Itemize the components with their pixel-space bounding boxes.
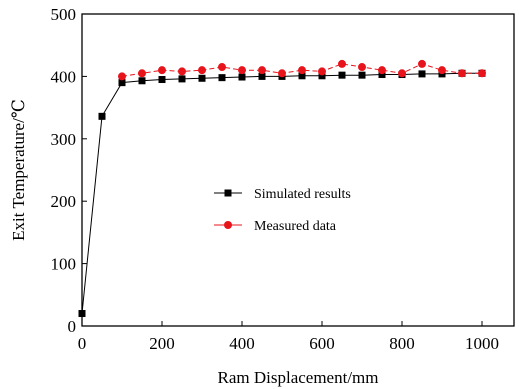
y-tick-label: 200 (51, 192, 77, 211)
simulated-point (318, 72, 326, 80)
measured-point (178, 67, 186, 76)
simulated-point (258, 72, 266, 80)
legend-label-simulated: Simulated results (254, 187, 351, 202)
y-tick-label: 400 (51, 67, 77, 86)
simulated-point (198, 74, 206, 82)
measured-point (338, 59, 346, 68)
simulated-point (338, 71, 346, 79)
measured-point (458, 69, 466, 78)
x-tick-label: 800 (389, 334, 415, 353)
measured-point (238, 66, 246, 75)
y-axis-title: Exit Temperature/℃ (9, 99, 28, 241)
x-tick-label: 600 (309, 334, 335, 353)
x-axis-title: Ram Displacement/mm (218, 368, 379, 387)
y-tick-label: 0 (68, 317, 77, 336)
legend: Simulated results Measured data (214, 187, 351, 234)
measured-point (278, 69, 286, 78)
measured-point (198, 66, 206, 75)
measured-point (418, 59, 426, 68)
x-axis-ticks: 0 200 400 600 800 1000 (78, 321, 499, 353)
x-tick-label: 0 (78, 334, 87, 353)
y-tick-label: 300 (51, 130, 77, 149)
measured-point (158, 66, 166, 75)
simulated-point (78, 310, 86, 318)
simulated-point (298, 72, 306, 80)
plot-frame (81, 13, 515, 327)
measured-point (378, 66, 386, 75)
x-tick-label: 200 (149, 334, 175, 353)
x-tick-label: 1000 (465, 334, 499, 353)
simulated-point (98, 112, 106, 120)
y-tick-label: 500 (51, 5, 77, 24)
simulated-point (378, 71, 386, 79)
x-tick-label: 400 (229, 334, 255, 353)
measured-point (438, 66, 446, 75)
measured-point (258, 66, 266, 75)
measured-point (358, 63, 366, 72)
simulated-point (138, 77, 146, 85)
simulated-point (178, 75, 186, 83)
measured-point (138, 69, 146, 78)
legend-marker-measured (224, 221, 232, 229)
measured-point (318, 67, 326, 76)
series-layer (78, 59, 486, 318)
measured-point (218, 63, 226, 72)
simulated-point (358, 71, 366, 79)
simulated-point (158, 76, 166, 84)
simulated-point (418, 70, 426, 78)
measured-point (478, 69, 486, 78)
measured-point (398, 69, 406, 78)
simulated-point (218, 74, 226, 82)
legend-label-measured: Measured data (254, 219, 337, 234)
measured-point (118, 72, 126, 81)
y-axis-ticks: 0 100 200 300 400 500 (51, 5, 87, 336)
measured-point (298, 66, 306, 75)
y-tick-label: 100 (51, 255, 77, 274)
simulated-point (118, 79, 126, 87)
simulated-point (238, 73, 246, 81)
legend-marker-simulated (224, 189, 232, 197)
